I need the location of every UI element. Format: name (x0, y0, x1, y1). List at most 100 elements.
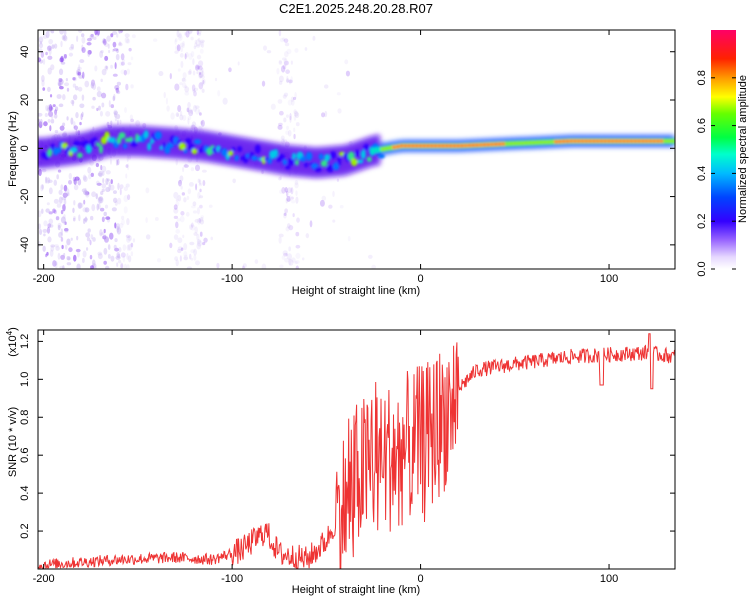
noise-dot (193, 45, 197, 50)
noise-dot (181, 192, 186, 196)
noise-dot (75, 112, 79, 119)
noise-dot (52, 260, 57, 267)
noise-dot (242, 265, 245, 269)
noise-dot (48, 104, 53, 112)
noise-dot (194, 164, 201, 172)
noise-dot (81, 94, 85, 101)
spectrogram-x-label: Height of straight line (km) (292, 285, 420, 297)
spectrogram-blob (118, 132, 126, 139)
noise-dot (323, 84, 329, 89)
ridge-core (565, 140, 570, 143)
noise-dot (53, 43, 58, 49)
noise-dot (177, 34, 183, 41)
snr-ytick-label: 1.0 (19, 372, 31, 387)
noise-dot (38, 57, 42, 63)
noise-dot (50, 244, 55, 248)
spectrogram-blob (227, 150, 234, 156)
noise-dot (339, 205, 344, 209)
noise-dot (108, 100, 111, 108)
noise-dot (237, 61, 240, 66)
noise-dot (129, 114, 134, 121)
noise-dot (321, 195, 327, 201)
noise-dot (152, 38, 158, 42)
noise-dot (288, 259, 294, 266)
snr-xtick-label: -100 (221, 573, 243, 585)
noise-dot (175, 229, 181, 234)
noise-dot (49, 125, 52, 132)
noise-dot (41, 184, 44, 190)
spectrogram-xtick-label: -100 (221, 273, 243, 285)
noise-dot (187, 118, 190, 125)
noise-dot (336, 178, 340, 182)
noise-dot (74, 85, 79, 91)
noise-dot (198, 60, 204, 67)
noise-dot (287, 99, 293, 106)
noise-dot (46, 202, 50, 206)
noise-dot (114, 116, 118, 122)
noise-dot (184, 163, 187, 168)
noise-dot (183, 250, 188, 258)
spectrogram-ytick-label: 40 (19, 46, 31, 58)
noise-dot (180, 185, 183, 190)
spectrogram-blob (350, 158, 358, 167)
noise-dot (118, 42, 123, 47)
spectrogram-blob (147, 142, 152, 151)
noise-dot (123, 186, 128, 192)
noise-dot (44, 113, 48, 118)
noise-dot (47, 67, 52, 75)
ridge-core (558, 140, 563, 143)
noise-dot (120, 61, 125, 66)
noise-dot (109, 184, 115, 191)
noise-dot (67, 257, 71, 261)
noise-dot (110, 33, 114, 38)
noise-dot (198, 112, 202, 116)
noise-dot (114, 62, 117, 70)
noise-dot (131, 34, 136, 39)
noise-dot (116, 113, 120, 120)
noise-dot (193, 90, 197, 97)
noise-dot (200, 119, 205, 127)
ridge-core (656, 139, 661, 143)
chart-title: C2E1.2025.248.20.28.R07 (279, 1, 433, 16)
noise-dot (63, 220, 67, 226)
noise-dot (286, 125, 289, 131)
ridge-core (456, 144, 461, 147)
noise-dot (182, 82, 187, 88)
noise-dot (112, 190, 117, 194)
noise-dot (196, 242, 202, 250)
noise-dot (183, 254, 188, 261)
noise-dot (114, 222, 117, 229)
noise-dot (294, 261, 298, 265)
noise-dot (293, 114, 297, 122)
noise-dot (95, 193, 98, 200)
noise-dot (100, 50, 104, 54)
noise-dot (170, 112, 175, 120)
noise-dot (105, 187, 111, 193)
noise-dot (115, 53, 120, 61)
noise-dot (199, 48, 204, 54)
noise-dot (293, 110, 299, 117)
noise-dot (295, 196, 299, 204)
noise-dot (59, 125, 65, 131)
noise-dot (85, 191, 90, 198)
noise-dot (72, 176, 77, 182)
noise-dot (101, 92, 107, 99)
noise-dot (85, 232, 91, 238)
spectrogram-blob (326, 164, 334, 173)
snr-xtick-label: 100 (600, 573, 618, 585)
noise-dot (177, 237, 183, 244)
spectrogram-blob (285, 165, 291, 170)
noise-dot (113, 110, 119, 115)
spectrogram-ytick-label: -20 (19, 189, 31, 205)
noise-dot (101, 165, 107, 173)
noise-dot (63, 54, 67, 59)
noise-dot (127, 62, 132, 66)
noise-dot (192, 89, 196, 93)
noise-dot (97, 196, 103, 204)
noise-dot (97, 172, 103, 177)
noise-dot (101, 216, 105, 223)
noise-dot (198, 218, 201, 224)
noise-dot (78, 202, 84, 209)
noise-dot (175, 198, 179, 202)
noise-dot (197, 240, 203, 247)
